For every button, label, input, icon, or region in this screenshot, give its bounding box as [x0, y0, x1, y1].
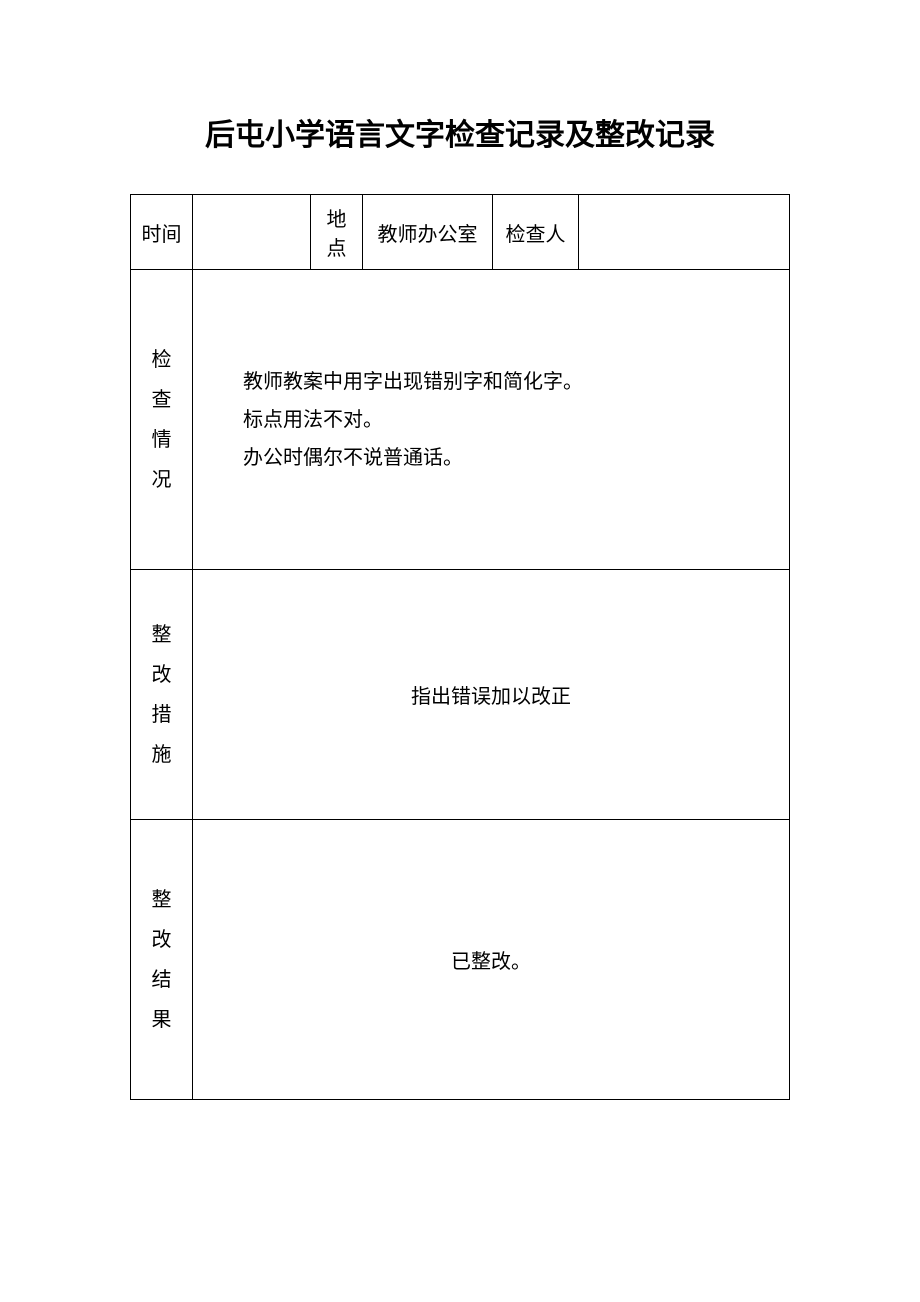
measures-label-text: 整 改 措 施 [139, 615, 184, 775]
result-label: 整 改 结 果 [131, 820, 193, 1100]
label-char: 果 [152, 1000, 172, 1040]
label-char: 况 [152, 460, 172, 500]
measures-row: 整 改 措 施 指出错误加以改正 [131, 570, 790, 820]
label-char: 检 [152, 340, 172, 380]
label-char: 查 [152, 380, 172, 420]
label-char: 整 [152, 615, 172, 655]
result-row: 整 改 结 果 已整改。 [131, 820, 790, 1100]
situation-label-text: 检 查 情 况 [139, 340, 184, 500]
time-value [193, 195, 311, 270]
header-row: 时间 地点 教师办公室 检查人 [131, 195, 790, 270]
situation-row: 检 查 情 况 教师教案中用字出现错别字和简化字。 标点用法不对。 办公时偶尔不… [131, 270, 790, 570]
inspector-label: 检查人 [493, 195, 579, 270]
situation-content: 教师教案中用字出现错别字和简化字。 标点用法不对。 办公时偶尔不说普通话。 [193, 270, 790, 570]
label-char: 结 [152, 960, 172, 1000]
result-content: 已整改。 [193, 820, 790, 1100]
label-char: 施 [152, 735, 172, 775]
situation-line: 办公时偶尔不说普通话。 [243, 439, 769, 477]
situation-line: 教师教案中用字出现错别字和简化字。 [243, 363, 769, 401]
inspector-value [579, 195, 790, 270]
label-char: 改 [152, 920, 172, 960]
label-char: 措 [152, 695, 172, 735]
label-char: 情 [152, 420, 172, 460]
label-char: 改 [152, 655, 172, 695]
measures-label: 整 改 措 施 [131, 570, 193, 820]
time-label: 时间 [131, 195, 193, 270]
inspection-table: 时间 地点 教师办公室 检查人 检 查 情 况 教师教案中用字出现错别字和简化字… [130, 194, 790, 1100]
label-char: 整 [152, 880, 172, 920]
measures-content: 指出错误加以改正 [193, 570, 790, 820]
result-label-text: 整 改 结 果 [139, 880, 184, 1040]
situation-line: 标点用法不对。 [243, 401, 769, 439]
page-title: 后屯小学语言文字检查记录及整改记录 [0, 110, 920, 154]
location-value: 教师办公室 [363, 195, 493, 270]
situation-lines: 教师教案中用字出现错别字和简化字。 标点用法不对。 办公时偶尔不说普通话。 [243, 363, 769, 477]
table-container: 时间 地点 教师办公室 检查人 检 查 情 况 教师教案中用字出现错别字和简化字… [130, 194, 790, 1100]
situation-label: 检 查 情 况 [131, 270, 193, 570]
location-label: 地点 [311, 195, 363, 270]
